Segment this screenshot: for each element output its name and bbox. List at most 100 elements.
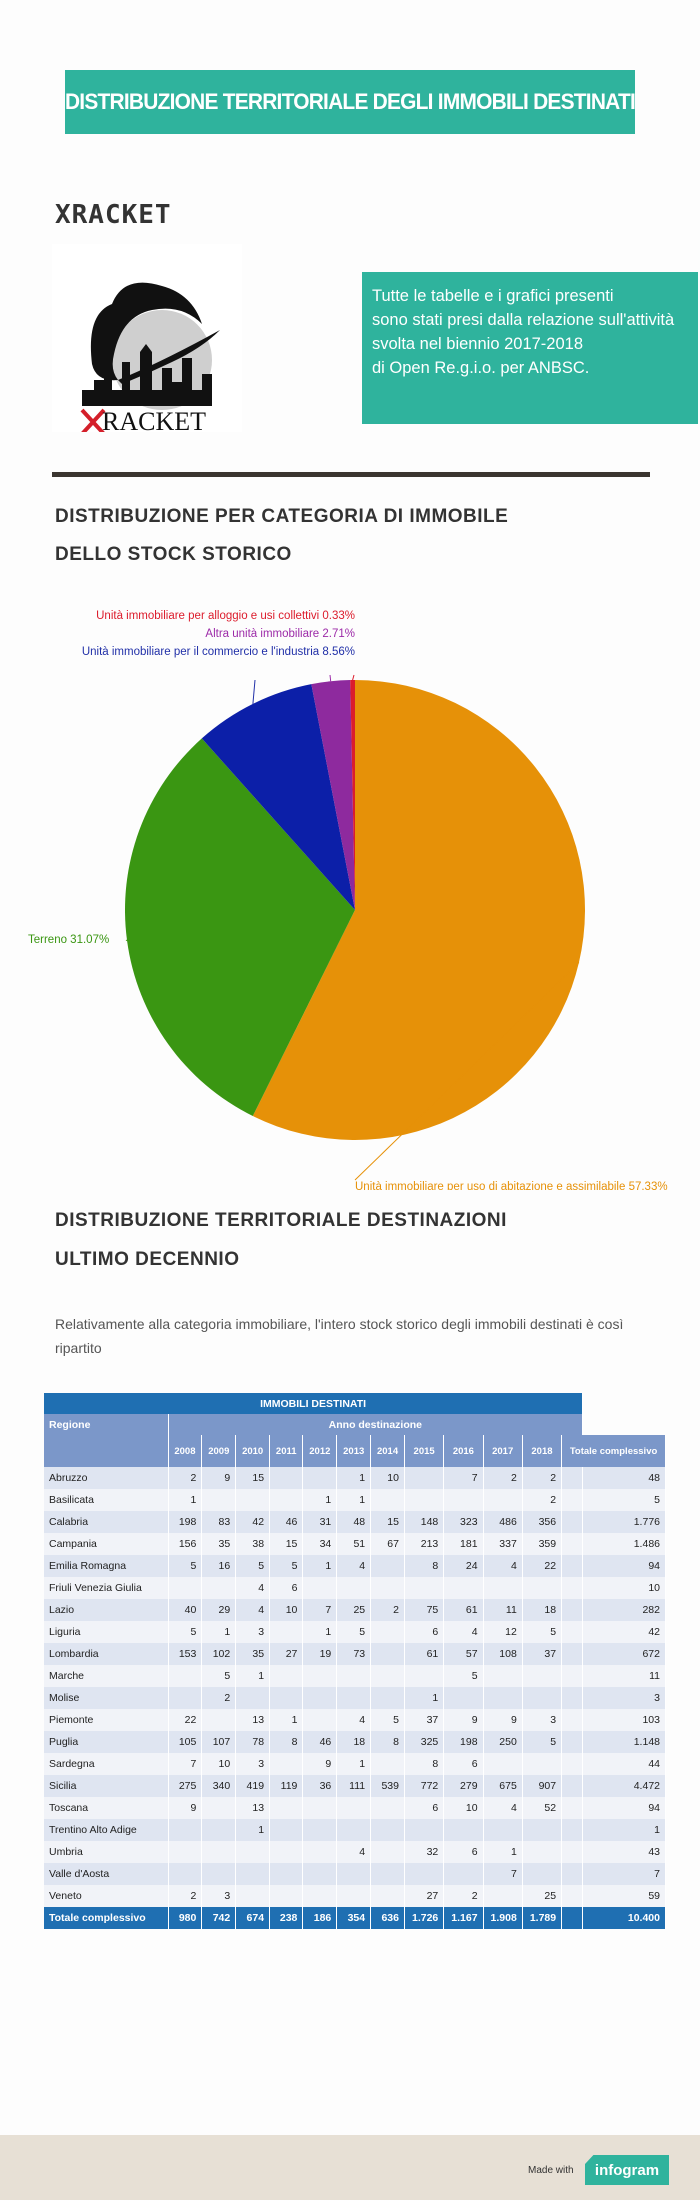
value-cell: 73 [336, 1643, 372, 1665]
value-cell: 1 [582, 1819, 666, 1841]
value-cell: 5 [582, 1489, 666, 1511]
value-cell: 7 [582, 1863, 666, 1885]
table-row: Sardegna 7 10 3 9 1 8 6 44 [44, 1753, 666, 1775]
value-cell [522, 1665, 563, 1687]
total-cell: 742 [201, 1907, 237, 1929]
value-cell [269, 1489, 304, 1511]
column-header: 2016 [443, 1435, 484, 1467]
value-cell [269, 1665, 304, 1687]
value-cell [302, 1797, 338, 1819]
table-row: Marche 5 1 5 11 [44, 1665, 666, 1687]
total-cell: 10.400 [582, 1907, 666, 1929]
value-cell: 78 [235, 1731, 271, 1753]
value-cell: 18 [522, 1599, 563, 1621]
value-cell: 4 [235, 1599, 271, 1621]
value-cell [443, 1863, 484, 1885]
value-cell [201, 1709, 237, 1731]
table-row: Trentino Alto Adige 1 1 [44, 1819, 666, 1841]
value-cell [561, 1797, 584, 1819]
value-cell: 5 [336, 1621, 372, 1643]
value-cell: 43 [582, 1841, 666, 1863]
region-cell: Trentino Alto Adige [44, 1819, 169, 1841]
value-cell: 282 [582, 1599, 666, 1621]
made-with-text: Made with [528, 2165, 574, 2176]
value-cell [561, 1841, 584, 1863]
value-cell [370, 1797, 405, 1819]
column-header-row: 2008 2009 2010 2011 2012 2013 2014 2015 2016 2017… [44, 1435, 666, 1467]
value-cell [561, 1709, 584, 1731]
value-cell: 32 [404, 1841, 445, 1863]
value-cell [336, 1665, 372, 1687]
info-line: svolta nel biennio 2017-2018 [372, 335, 583, 353]
table-row: Lombardia 153 102 35 27 19 73 61 57 108 37 672 [44, 1643, 666, 1665]
value-cell: 4 [336, 1841, 372, 1863]
region-cell: Molise [44, 1687, 169, 1709]
pie-slice [252, 680, 586, 1140]
value-cell: 153 [168, 1643, 203, 1665]
value-cell: 42 [582, 1621, 666, 1643]
value-cell [483, 1819, 523, 1841]
value-cell: 38 [235, 1533, 271, 1555]
region-cell: Toscana [44, 1797, 169, 1819]
value-cell: 148 [404, 1511, 445, 1533]
value-cell: 9 [168, 1797, 203, 1819]
total-cell: 1.908 [483, 1907, 523, 1929]
value-cell: 2 [483, 1467, 523, 1489]
value-cell [235, 1687, 271, 1709]
value-cell [269, 1885, 304, 1907]
value-cell: 1 [404, 1687, 445, 1709]
column-header-total: Totale complessivo [561, 1435, 666, 1467]
table-row: Friuli Venezia Giulia 4 6 10 [44, 1577, 666, 1599]
value-cell: 11 [483, 1599, 523, 1621]
value-cell: 3 [235, 1621, 271, 1643]
value-cell [443, 1577, 484, 1599]
value-cell [483, 1577, 523, 1599]
value-cell [370, 1665, 405, 1687]
total-cell: 1.167 [443, 1907, 484, 1929]
table-row: Abruzzo 2 9 15 1 10 7 2 2 48 [44, 1467, 666, 1489]
region-cell: Abruzzo [44, 1467, 169, 1489]
value-cell [561, 1687, 584, 1709]
table-row: Emilia Romagna 5 16 5 5 1 4 8 24 4 22 94 [44, 1555, 666, 1577]
value-cell: 10 [269, 1599, 304, 1621]
value-cell: 48 [582, 1467, 666, 1489]
page-banner-title: DISTRIBUZIONE TERRITORIALE DEGLI IMMOBIL… [65, 70, 636, 134]
value-cell: 1.776 [582, 1511, 666, 1533]
region-cell: Marche [44, 1665, 169, 1687]
infogram-badge[interactable]: infogram [585, 2155, 669, 2185]
value-cell [235, 1863, 271, 1885]
value-cell: 2 [168, 1885, 203, 1907]
pie-slice-label: Unità immobiliare per alloggio e usi col… [96, 610, 355, 622]
value-cell: 2 [201, 1687, 237, 1709]
value-cell [404, 1577, 445, 1599]
value-cell [561, 1643, 584, 1665]
value-cell: 52 [522, 1797, 563, 1819]
pie-slice [201, 684, 355, 910]
value-cell: 9 [201, 1467, 237, 1489]
value-cell: 105 [168, 1731, 203, 1753]
value-cell [336, 1577, 372, 1599]
destinations-table: IMMOBILI DESTINATI Regione Anno destinaz… [44, 1393, 666, 1929]
value-cell: 57 [443, 1643, 484, 1665]
value-cell: 2 [522, 1489, 563, 1511]
value-cell: 46 [302, 1731, 338, 1753]
value-cell [561, 1753, 584, 1775]
total-cell [561, 1907, 584, 1929]
value-cell: 1 [336, 1753, 372, 1775]
region-cell: Umbria [44, 1841, 169, 1863]
value-cell: 4 [336, 1555, 372, 1577]
value-cell [370, 1841, 405, 1863]
value-cell [269, 1687, 304, 1709]
value-cell: 4 [336, 1709, 372, 1731]
table-row: Toscana 9 13 6 10 4 52 94 [44, 1797, 666, 1819]
pie-leader-line [352, 674, 355, 681]
value-cell: 51 [336, 1533, 372, 1555]
table-row: Veneto 2 3 27 2 25 59 [44, 1885, 666, 1907]
value-cell [561, 1621, 584, 1643]
value-cell: 107 [201, 1731, 237, 1753]
value-cell [404, 1819, 445, 1841]
pie-leader-line [329, 674, 332, 682]
value-cell [302, 1709, 338, 1731]
column-header: 2012 [302, 1435, 338, 1467]
value-cell [336, 1819, 372, 1841]
